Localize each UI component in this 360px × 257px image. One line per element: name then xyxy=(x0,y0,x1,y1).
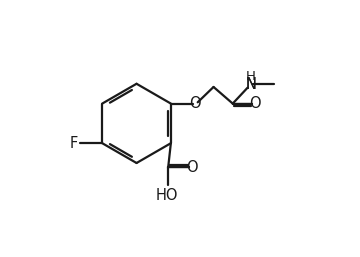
Text: O: O xyxy=(249,96,261,111)
Text: N: N xyxy=(246,77,256,92)
Text: F: F xyxy=(70,136,78,151)
Text: H: H xyxy=(246,70,256,84)
Text: O: O xyxy=(186,160,198,175)
Text: HO: HO xyxy=(156,188,178,203)
Text: O: O xyxy=(189,96,201,111)
Text: N: N xyxy=(246,77,256,92)
